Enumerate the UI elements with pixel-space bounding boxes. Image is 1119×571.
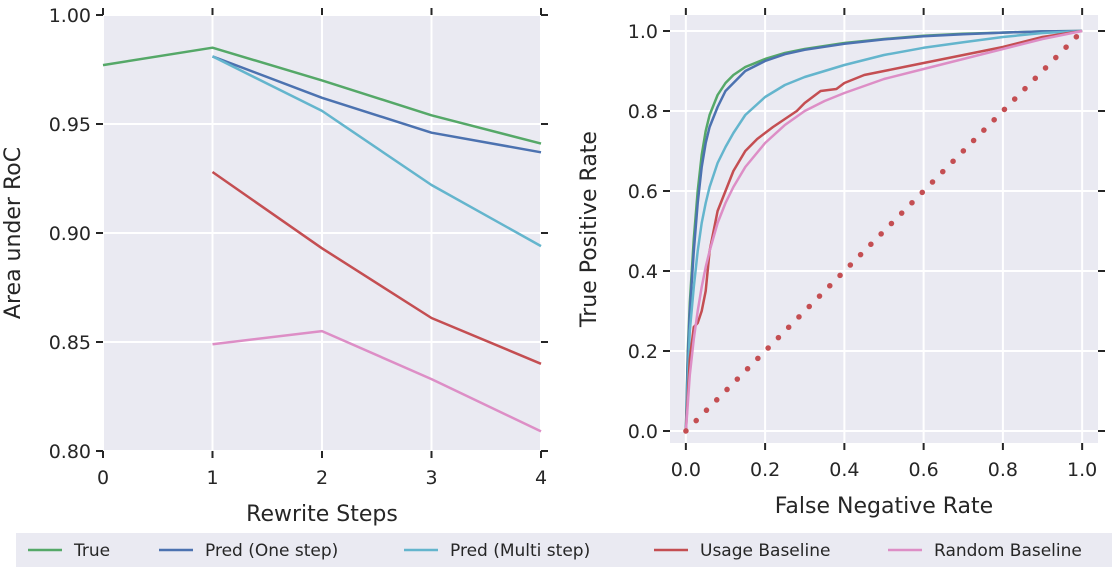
left-ytick-label-0-80: 0.80 (49, 441, 91, 463)
right-x-axis-label: False Negative Rate (775, 494, 993, 519)
right-xtick-label-0-0: 0.0 (671, 459, 701, 481)
left-series-lines (102, 46, 542, 433)
legend-label-pred-multi-step: Pred (Multi step) (450, 541, 590, 561)
right-series-pred-multi-step (684, 29, 1083, 432)
left-y-axis-label: Area under RoC (1, 147, 26, 319)
left-xtick-label-1: 1 (206, 467, 218, 489)
right-chart-roc: 0.0 0.2 0.4 0.6 0.8 1.0 0.0 0.2 0.4 0.6 0.8 1.0 Fal… (577, 8, 1105, 519)
right-series-chance (683, 28, 1085, 434)
right-xtick-label-0-6: 0.6 (909, 459, 939, 481)
left-series-usage-baseline (211, 170, 542, 365)
right-ytick-label-0-2: 0.2 (628, 341, 658, 363)
right-axis-ticks: 0.0 0.2 0.4 0.6 0.8 1.0 0.0 0.2 0.4 0.6 0.8 1.0 (628, 8, 1105, 481)
right-ytick-label-1-0: 1.0 (628, 21, 658, 43)
left-ytick-label-0-85: 0.85 (49, 332, 91, 354)
right-ytick-label-0-0: 0.0 (628, 421, 658, 443)
legend-label-usage-baseline: Usage Baseline (700, 541, 830, 561)
left-xtick-label-0: 0 (97, 467, 109, 489)
left-xtick-label-4: 4 (535, 467, 547, 489)
legend: True Pred (One step) Pred (Multi step) Usag… (16, 533, 1112, 567)
right-gridlines (670, 15, 1098, 443)
right-y-axis-label: True Positive Rate (577, 131, 602, 328)
left-series-true (102, 46, 542, 145)
left-series-pred-one-step (212, 55, 542, 154)
left-series-random-baseline (212, 329, 542, 433)
right-series-lines (683, 28, 1085, 434)
right-xtick-label-0-8: 0.8 (988, 459, 1018, 481)
right-plot-area (670, 15, 1098, 443)
legend-box (16, 533, 1112, 567)
legend-label-true: True (73, 541, 110, 561)
left-ytick-label-0-95: 0.95 (49, 114, 91, 136)
left-ytick-label-1-00: 1.00 (49, 5, 91, 27)
right-ytick-label-0-8: 0.8 (628, 101, 658, 123)
right-xtick-label-0-2: 0.2 (750, 459, 780, 481)
left-x-axis-label: Rewrite Steps (246, 502, 398, 527)
legend-label-pred-one-step: Pred (One step) (205, 541, 338, 561)
legend-label-random-baseline: Random Baseline (934, 541, 1082, 561)
left-chart-auc-vs-steps: 0 1 2 3 40.800.850.900.951.00 Rewrite Steps … (1, 5, 548, 527)
right-series-random-baseline (684, 29, 1083, 432)
left-series-pred-multi-step (211, 55, 542, 248)
right-xtick-label-1-0: 1.0 (1067, 459, 1097, 481)
left-axis-ticks: 0 1 2 3 4 0.80 0.85 0.90 0.95 1.00 (49, 5, 548, 489)
left-xtick-label-3: 3 (425, 467, 437, 489)
right-series-pred-one-step (684, 29, 1083, 432)
left-ytick-label-0-90: 0.90 (49, 223, 91, 245)
right-xtick-label-0-4: 0.4 (829, 459, 859, 481)
right-ytick-label-0-4: 0.4 (628, 261, 658, 283)
right-series-usage-baseline (684, 29, 1083, 432)
right-ytick-label-0-6: 0.6 (628, 181, 658, 203)
left-xtick-label-2: 2 (316, 467, 328, 489)
